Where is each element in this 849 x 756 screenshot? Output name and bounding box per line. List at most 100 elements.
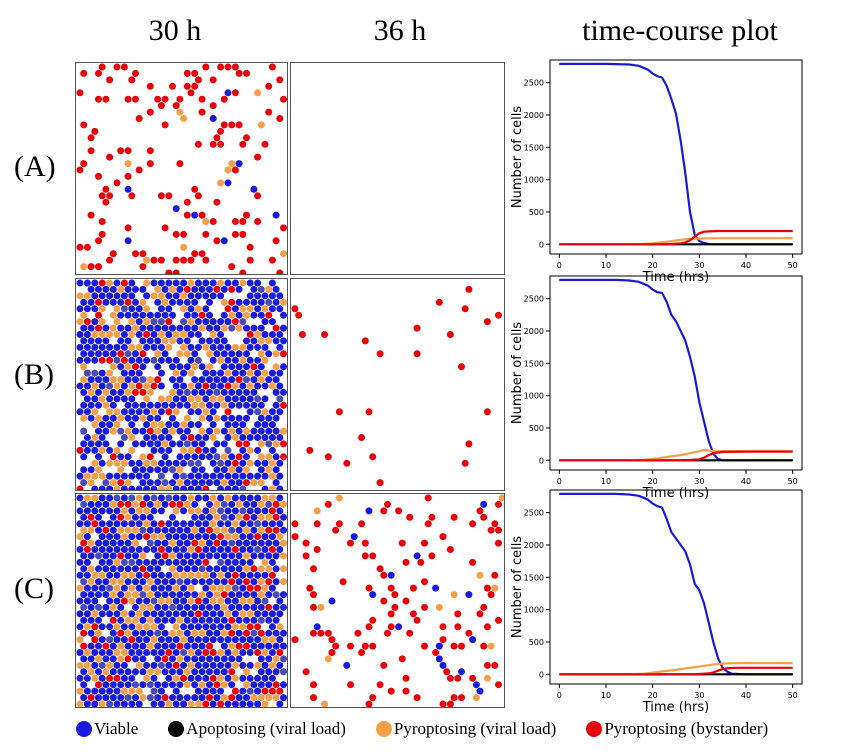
cell-marker <box>176 440 184 448</box>
cell-marker <box>261 343 269 351</box>
cell-marker <box>254 571 262 579</box>
cell-marker <box>157 571 165 579</box>
cell-marker <box>113 558 121 566</box>
cell-marker <box>87 479 95 487</box>
cell-marker <box>206 324 213 332</box>
cell-marker <box>132 526 139 534</box>
cell-marker <box>491 520 499 528</box>
cell-marker <box>280 681 287 689</box>
cell-marker <box>361 642 369 650</box>
cell-marker <box>398 655 406 663</box>
cell-marker <box>139 285 147 293</box>
cell-marker <box>165 356 173 364</box>
cell-marker <box>91 485 99 490</box>
cell-marker <box>231 356 239 364</box>
cell-marker <box>417 558 425 566</box>
cell-marker <box>180 292 188 300</box>
cell-marker <box>220 311 228 319</box>
cell-marker <box>157 661 165 669</box>
cell-marker <box>365 700 373 707</box>
cell-marker <box>272 427 280 435</box>
cell-marker <box>124 172 132 180</box>
cell-marker <box>239 597 247 605</box>
cell-marker <box>180 343 188 351</box>
cell-marker <box>91 661 99 669</box>
cell-marker <box>76 382 84 390</box>
cell-marker <box>183 591 191 599</box>
cell-marker <box>80 414 88 422</box>
cell-marker <box>135 382 143 390</box>
cell-marker <box>376 565 384 573</box>
cell-marker <box>106 485 114 490</box>
cell-marker <box>265 108 273 116</box>
cell-marker <box>257 694 265 702</box>
cell-marker <box>194 687 202 695</box>
cell-marker <box>217 649 225 656</box>
cell-marker <box>106 408 114 416</box>
cell-marker <box>102 526 110 534</box>
cell-marker <box>246 571 254 579</box>
cell-marker <box>280 311 287 319</box>
cell-marker <box>268 421 276 429</box>
cell-marker <box>202 533 210 541</box>
cell-marker <box>150 687 158 695</box>
cell-marker <box>176 160 184 168</box>
cell-marker <box>146 453 154 461</box>
cell-marker <box>135 610 143 618</box>
cell-marker <box>113 546 121 553</box>
cell-marker <box>128 610 136 618</box>
cell-marker <box>120 584 128 592</box>
cell-marker <box>143 661 151 669</box>
cell-marker <box>198 414 206 422</box>
cell-marker <box>150 382 158 390</box>
x-axis-label: Time (hrs) <box>642 270 709 285</box>
cell-marker <box>139 453 147 461</box>
cell-marker <box>446 674 454 682</box>
cell-marker <box>280 694 287 702</box>
cell-marker <box>157 636 165 644</box>
cell-marker <box>183 337 191 345</box>
cell-marker <box>132 552 139 560</box>
cell-marker <box>135 166 143 174</box>
cell-marker <box>109 414 117 422</box>
cell-marker <box>80 603 88 611</box>
cell-marker <box>191 616 199 624</box>
cell-marker <box>257 285 265 293</box>
cell-marker <box>387 584 395 592</box>
cell-marker <box>272 694 280 702</box>
cell-marker <box>128 546 136 553</box>
cell-marker <box>206 526 213 534</box>
cell-marker <box>176 401 184 409</box>
cell-marker <box>446 331 454 338</box>
cell-marker <box>265 427 273 435</box>
cell-marker <box>220 440 228 448</box>
cell-marker <box>124 337 132 345</box>
cell-marker <box>213 285 221 293</box>
cell-marker <box>139 479 147 487</box>
cell-marker <box>143 494 151 502</box>
cell-marker <box>235 642 243 650</box>
cell-marker <box>135 356 143 364</box>
cell-marker <box>180 382 188 390</box>
cell-marker <box>243 453 250 461</box>
cell-marker <box>135 597 143 605</box>
cell-marker <box>231 558 239 566</box>
cell-marker <box>83 318 91 326</box>
cell-marker <box>154 427 162 435</box>
cell-marker <box>250 427 258 435</box>
cell-marker <box>261 507 269 515</box>
cell-marker <box>180 533 188 541</box>
cell-marker <box>254 218 262 225</box>
cell-marker <box>91 279 99 287</box>
cell-marker <box>91 356 99 364</box>
cell-marker <box>102 185 110 193</box>
cell-marker <box>257 578 265 586</box>
cell-marker <box>387 571 395 579</box>
cell-marker <box>183 82 191 90</box>
cell-marker <box>150 507 158 515</box>
cell-marker <box>202 584 210 592</box>
cell-marker <box>428 552 436 560</box>
cell-marker <box>217 546 225 553</box>
cell-marker <box>150 623 158 631</box>
cell-marker <box>358 649 366 656</box>
